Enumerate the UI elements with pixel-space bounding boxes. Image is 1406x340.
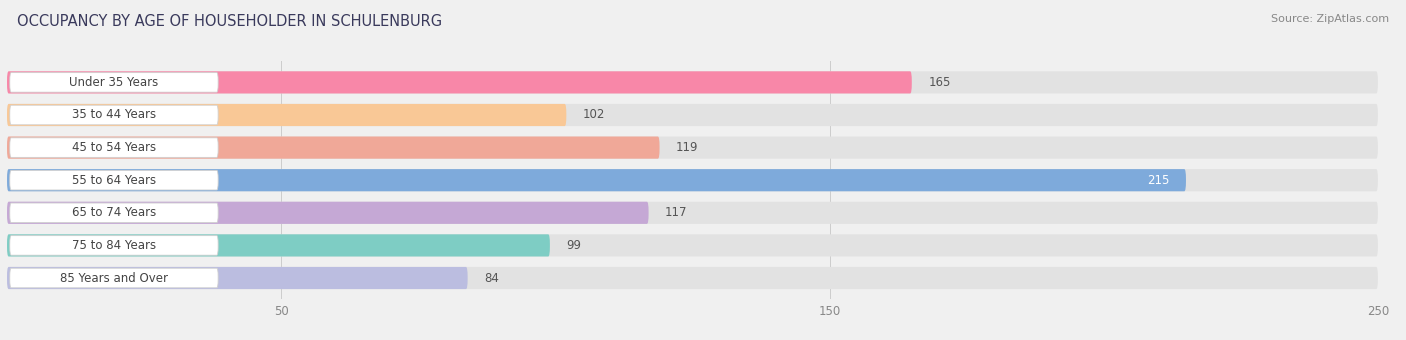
FancyBboxPatch shape (7, 267, 468, 289)
FancyBboxPatch shape (7, 71, 911, 94)
Text: 119: 119 (676, 141, 699, 154)
Text: 99: 99 (567, 239, 581, 252)
FancyBboxPatch shape (7, 234, 1378, 256)
FancyBboxPatch shape (7, 104, 567, 126)
Text: 85 Years and Over: 85 Years and Over (60, 272, 167, 285)
FancyBboxPatch shape (7, 137, 1378, 159)
FancyBboxPatch shape (10, 236, 218, 255)
Text: Under 35 Years: Under 35 Years (69, 76, 159, 89)
Text: OCCUPANCY BY AGE OF HOUSEHOLDER IN SCHULENBURG: OCCUPANCY BY AGE OF HOUSEHOLDER IN SCHUL… (17, 14, 441, 29)
FancyBboxPatch shape (10, 170, 218, 190)
Text: 35 to 44 Years: 35 to 44 Years (72, 108, 156, 121)
FancyBboxPatch shape (7, 202, 1378, 224)
FancyBboxPatch shape (10, 138, 218, 157)
Text: Source: ZipAtlas.com: Source: ZipAtlas.com (1271, 14, 1389, 23)
Text: 84: 84 (484, 272, 499, 285)
Text: 55 to 64 Years: 55 to 64 Years (72, 174, 156, 187)
FancyBboxPatch shape (10, 268, 218, 288)
FancyBboxPatch shape (7, 137, 659, 159)
Text: 215: 215 (1147, 174, 1170, 187)
Text: 102: 102 (582, 108, 605, 121)
Text: 65 to 74 Years: 65 to 74 Years (72, 206, 156, 219)
Text: 45 to 54 Years: 45 to 54 Years (72, 141, 156, 154)
FancyBboxPatch shape (7, 234, 550, 256)
Text: 165: 165 (928, 76, 950, 89)
Text: 117: 117 (665, 206, 688, 219)
Text: 75 to 84 Years: 75 to 84 Years (72, 239, 156, 252)
FancyBboxPatch shape (7, 71, 1378, 94)
FancyBboxPatch shape (7, 169, 1378, 191)
FancyBboxPatch shape (7, 202, 648, 224)
FancyBboxPatch shape (7, 267, 1378, 289)
FancyBboxPatch shape (10, 203, 218, 223)
FancyBboxPatch shape (7, 169, 1185, 191)
FancyBboxPatch shape (10, 105, 218, 125)
FancyBboxPatch shape (7, 104, 1378, 126)
FancyBboxPatch shape (10, 73, 218, 92)
